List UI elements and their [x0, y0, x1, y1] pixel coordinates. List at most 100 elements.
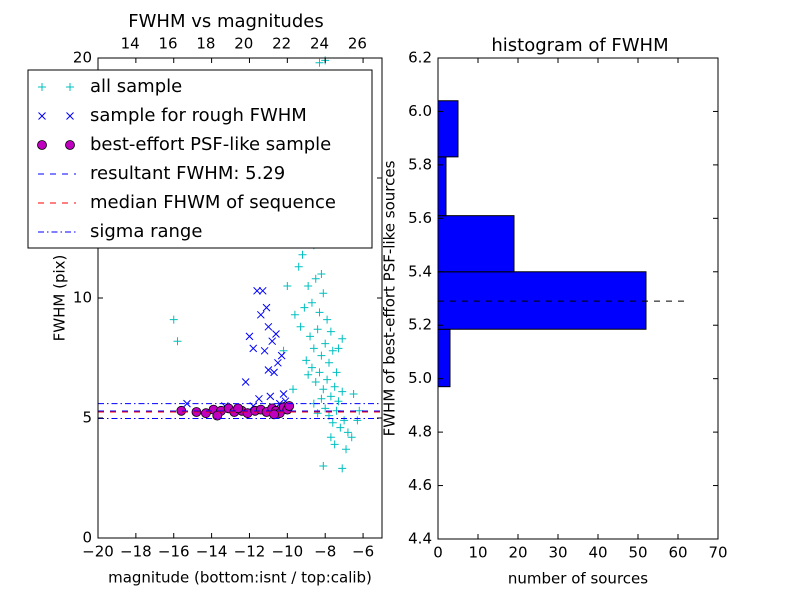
point: [309, 344, 318, 353]
top-tick-label: 14: [121, 35, 140, 53]
x-tick-label: −16: [158, 543, 190, 561]
point: [249, 344, 258, 353]
point: [300, 303, 309, 312]
y-tick-label: 4.8: [408, 423, 432, 441]
legend-marker: [38, 83, 46, 91]
point: [266, 392, 275, 401]
y-tick-label: 20: [73, 49, 92, 67]
x-axis-label: magnitude (bottom:isnt / top:calib): [108, 569, 372, 587]
bar: [437, 156, 447, 217]
point: [347, 433, 356, 442]
point: [326, 433, 335, 442]
legend-box: [27, 69, 373, 249]
point: [272, 330, 280, 338]
point: [338, 387, 347, 396]
point: [340, 416, 349, 425]
point: [334, 397, 343, 406]
y-tick-label: 4.4: [408, 530, 432, 548]
point: [315, 308, 324, 317]
point: [338, 464, 347, 473]
y-tick-label: 5.4: [408, 262, 432, 280]
point: [212, 410, 223, 421]
point: [255, 394, 263, 403]
point: [294, 262, 303, 271]
point: [274, 358, 282, 367]
point: [258, 286, 267, 295]
bar: [437, 100, 459, 158]
point: [241, 378, 250, 386]
point: [319, 385, 328, 394]
point: [332, 368, 341, 377]
top-tick-label: 26: [348, 35, 367, 53]
point: [323, 315, 332, 324]
point: [306, 332, 315, 341]
top-tick-label: 22: [272, 35, 291, 53]
point: [321, 404, 330, 413]
point: [173, 337, 182, 346]
legend-label: resultant FWHM: 5.29: [90, 163, 285, 184]
point: [328, 346, 337, 355]
point: [256, 310, 265, 319]
top-tick-label: 16: [159, 35, 178, 53]
point: [319, 462, 328, 470]
point: [264, 366, 273, 374]
chart-title: FWHM vs magnitudes: [128, 11, 323, 32]
x-tick-label: −12: [234, 543, 266, 561]
point: [311, 378, 320, 386]
point: [253, 286, 261, 295]
x-tick-label: −18: [120, 543, 152, 561]
legend-label: sigma range: [90, 221, 202, 242]
point: [313, 325, 322, 334]
x-tick-label: 50: [628, 544, 647, 562]
y-axis-label: FWHM (pix): [51, 255, 69, 342]
point: [326, 392, 335, 401]
x-tick-label: −8: [314, 543, 336, 561]
x-tick-label: −10: [272, 543, 304, 561]
x-tick-label: 60: [668, 544, 687, 562]
point: [245, 332, 254, 341]
point: [323, 375, 332, 384]
y-tick-label: 5.8: [408, 155, 432, 173]
point: [334, 344, 343, 353]
legend-marker: [38, 112, 46, 120]
point: [307, 363, 316, 372]
legend-marker: [65, 140, 75, 150]
point: [284, 401, 295, 411]
point: [324, 358, 333, 367]
x-axis-label: number of sources: [508, 570, 648, 588]
point: [307, 298, 316, 307]
point: [349, 390, 358, 398]
point: [328, 418, 337, 427]
y-tick-label: 5.2: [408, 316, 432, 334]
point: [317, 351, 326, 360]
x-tick-label: 70: [708, 544, 727, 562]
point: [313, 409, 322, 418]
x-tick-label: −20: [82, 543, 114, 561]
point: [283, 282, 292, 290]
bar: [437, 215, 515, 273]
point: [317, 394, 326, 403]
point: [264, 322, 273, 331]
point: [296, 322, 305, 331]
point: [342, 445, 351, 454]
bar: [437, 328, 451, 388]
axes-frame: [437, 57, 719, 540]
bar: [437, 271, 647, 330]
legend: all sample sample for rough FWHM best-effo…: [27, 69, 373, 249]
y-axis-label: FWHM of best-effort PSF-like sources: [381, 160, 399, 436]
point: [343, 428, 352, 437]
point: [326, 327, 335, 336]
point: [315, 368, 324, 377]
top-tick-label: 20: [234, 35, 253, 53]
y-tick-label: 6.0: [408, 102, 432, 120]
point: [338, 334, 347, 343]
chart-title: histogram of FWHM: [491, 35, 668, 56]
top-tick-label: 18: [196, 35, 215, 53]
point: [270, 368, 278, 377]
y-tick-label: 5: [82, 409, 92, 427]
legend-marker: [66, 83, 74, 91]
legend-marker: [66, 112, 74, 120]
legend-label: all sample: [90, 76, 182, 97]
x-tick-label: 10: [468, 544, 487, 562]
